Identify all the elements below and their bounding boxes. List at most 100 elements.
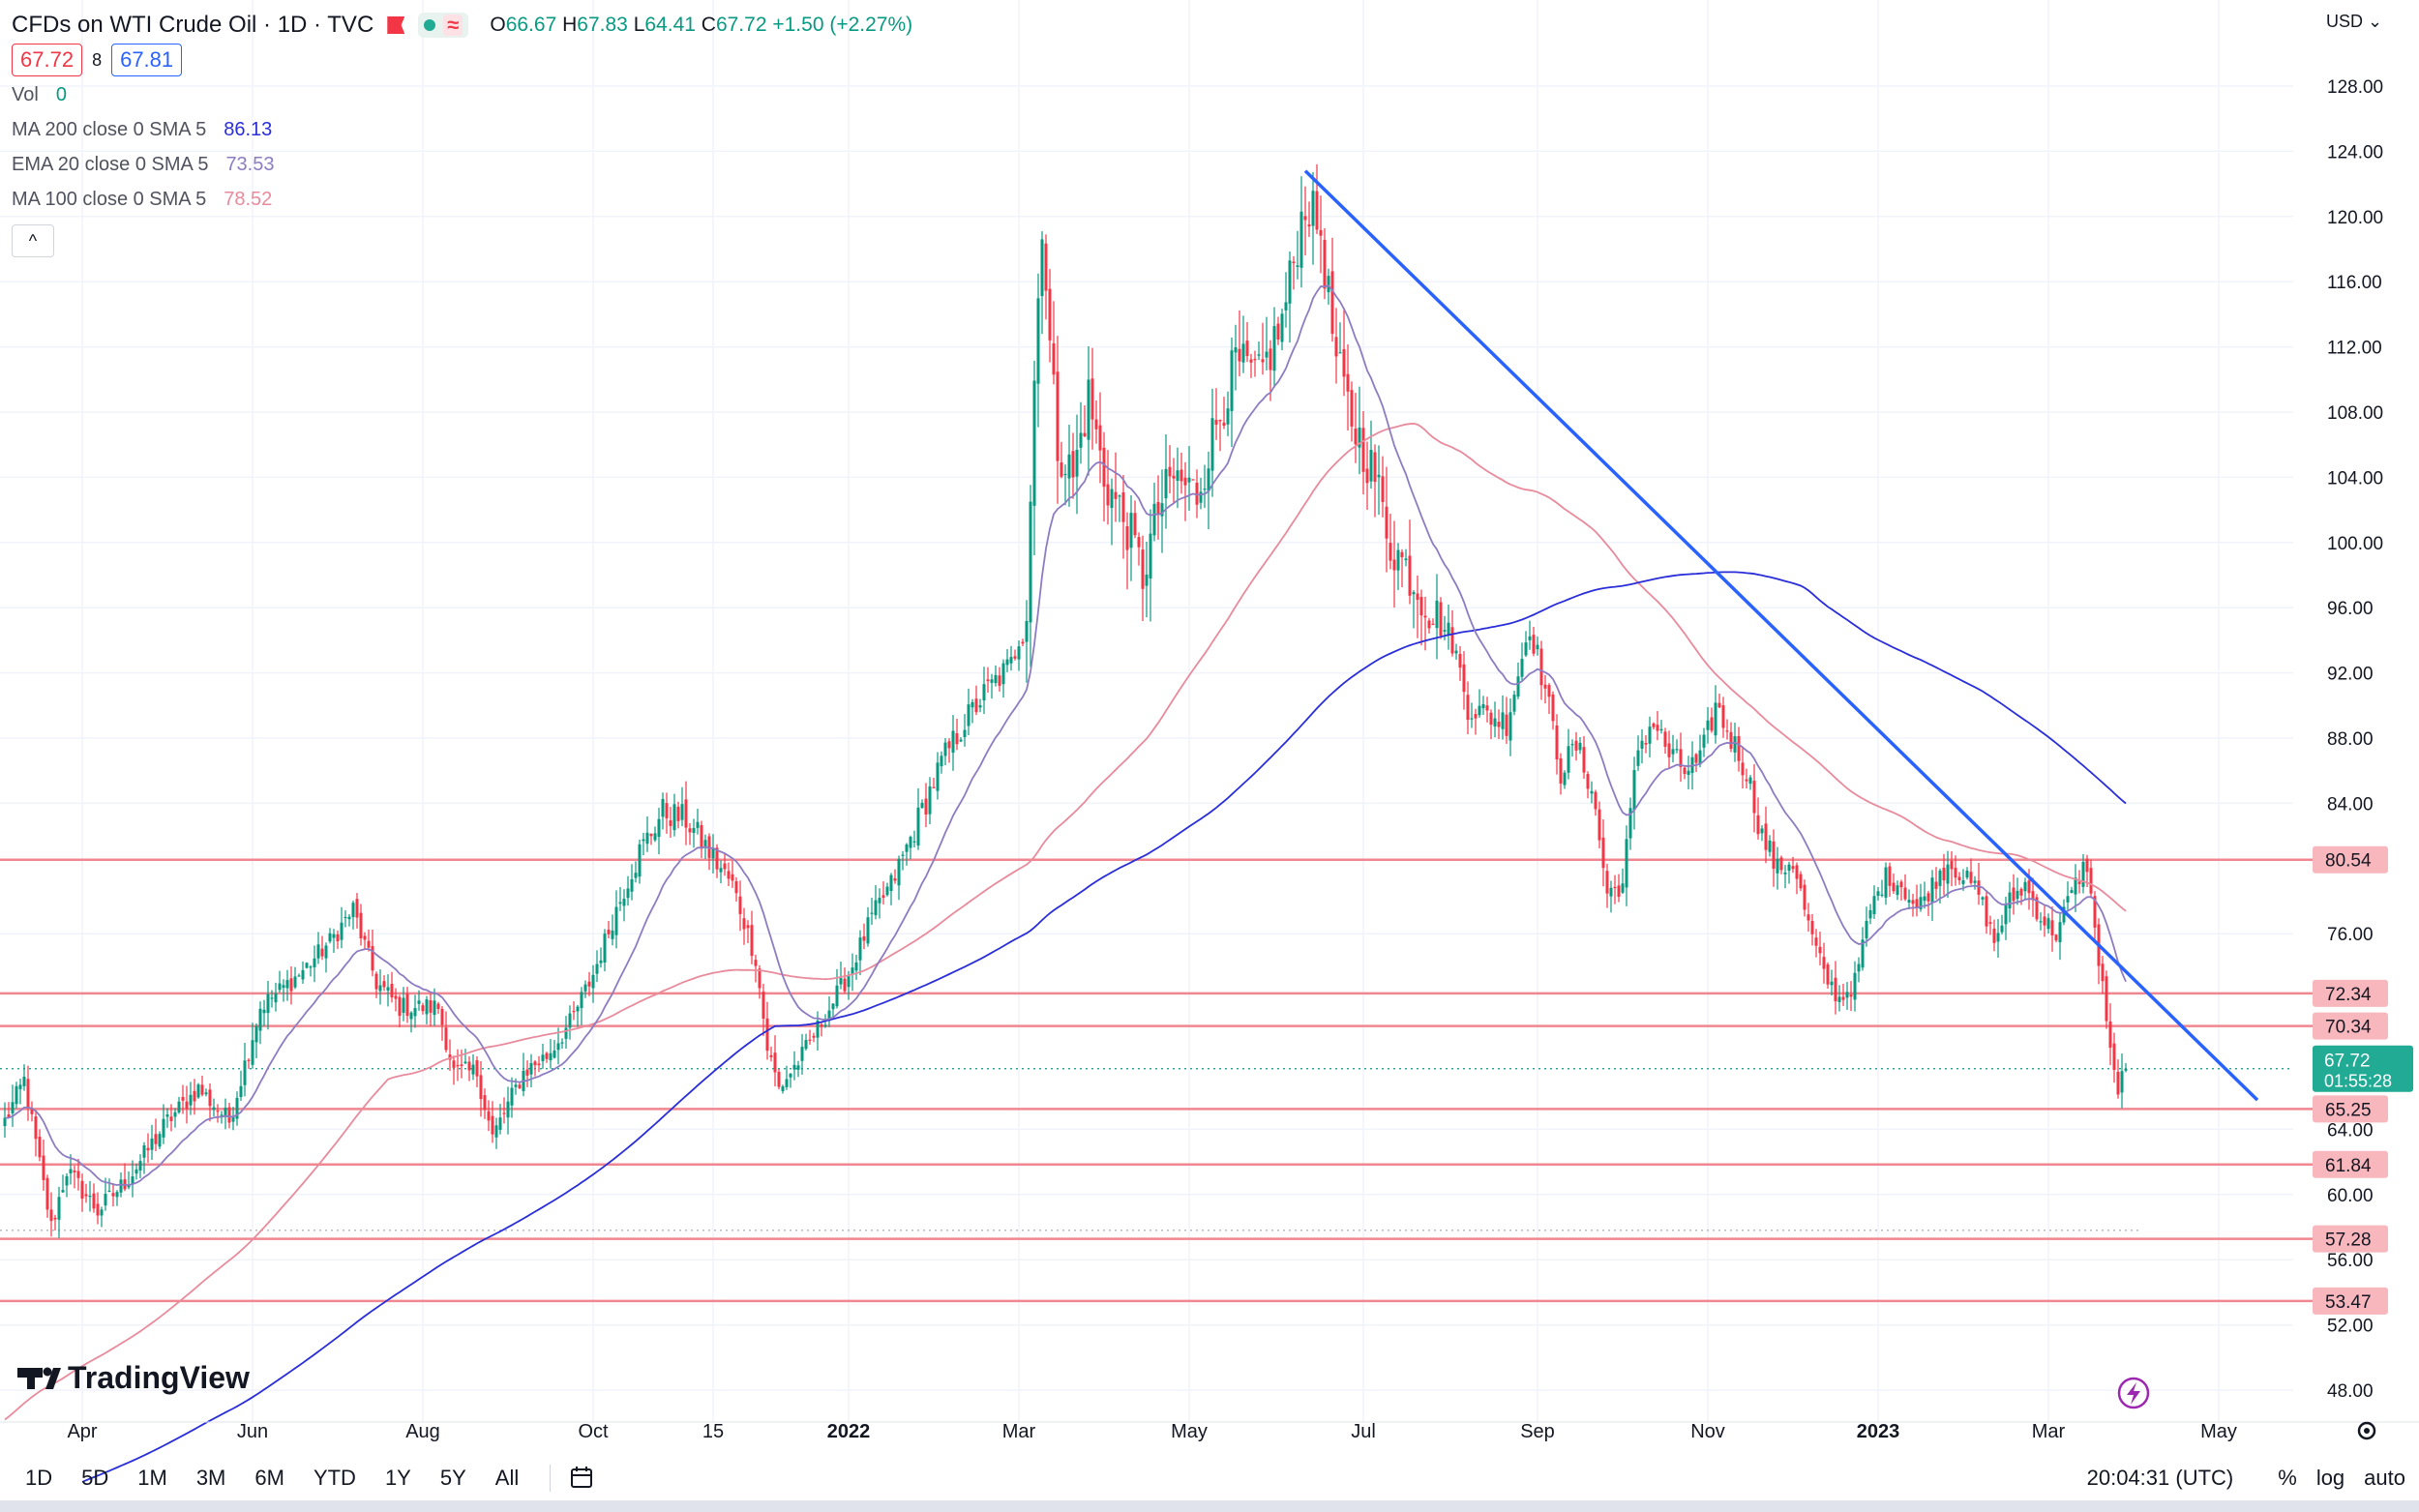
candle-body <box>1915 899 1919 908</box>
candle-body <box>1036 298 1040 384</box>
time-tick-label: Oct <box>578 1421 609 1442</box>
time-tick-label: Apr <box>67 1421 97 1442</box>
candle-body <box>1214 419 1218 425</box>
timeframe-button[interactable]: 5D <box>81 1466 109 1490</box>
candle-body <box>785 1079 789 1087</box>
buy-price-box[interactable]: 67.81 <box>111 44 183 76</box>
timeframe-button[interactable]: 1Y <box>384 1466 411 1490</box>
calendar-range-icon[interactable] <box>568 1464 597 1493</box>
candle-body <box>1470 718 1474 720</box>
candle-body <box>1516 676 1520 697</box>
candle-body <box>839 977 843 985</box>
candle-body <box>1327 276 1330 293</box>
candle-body <box>1288 260 1292 304</box>
percent-scale-toggle[interactable]: % <box>2278 1466 2297 1490</box>
auto-scale-toggle[interactable]: auto <box>2364 1466 2405 1490</box>
candle-body <box>568 1013 572 1028</box>
candle-body <box>1822 957 1826 969</box>
candle-body <box>703 840 707 846</box>
indicator-legend-row[interactable]: Vol 0 <box>12 77 912 112</box>
candle-body <box>1679 749 1683 767</box>
candle-body <box>2085 858 2089 873</box>
candle-body <box>324 945 328 959</box>
candle-body <box>1075 449 1079 477</box>
candle-body <box>2108 1021 2112 1049</box>
price-tick-label: 48.00 <box>2327 1381 2374 1402</box>
level-badge[interactable] <box>2313 1150 2388 1178</box>
indicator-legend-row[interactable]: EMA 20 close 0 SMA 5 73.53 <box>12 147 912 182</box>
candle-body <box>614 906 618 935</box>
indicator-label: MA 100 close 0 SMA 5 <box>12 189 207 210</box>
candle-body <box>119 1179 123 1193</box>
candle-body <box>1957 876 1961 880</box>
candle-body <box>974 698 978 713</box>
candle-body <box>2012 887 2016 902</box>
timeframe-button[interactable]: YTD <box>313 1466 356 1490</box>
candle-body <box>1687 770 1690 776</box>
candle-body <box>916 807 920 846</box>
candle-body <box>700 825 703 849</box>
status-pill[interactable]: ≈ <box>418 13 469 38</box>
candle-body <box>2054 934 2058 941</box>
indicator-legend-row[interactable]: MA 100 close 0 SMA 5 78.52 <box>12 182 912 217</box>
candle-body <box>823 1024 827 1027</box>
settings-gear-icon[interactable] <box>2357 1421 2376 1440</box>
level-badge[interactable] <box>2313 1287 2388 1315</box>
candle-body <box>1756 815 1760 835</box>
timeframe-button[interactable]: 5Y <box>439 1466 466 1490</box>
sell-price-box[interactable]: 67.72 <box>12 44 83 76</box>
candle-body <box>1760 828 1764 834</box>
candle-body <box>1040 239 1044 296</box>
candle-body <box>502 1112 506 1114</box>
candle-body <box>1714 702 1717 736</box>
candle-body <box>1478 705 1481 716</box>
candle-body <box>878 898 881 904</box>
level-badge[interactable] <box>2313 845 2388 874</box>
price-tick-label: 92.00 <box>2327 665 2374 685</box>
candle-body <box>421 1005 425 1012</box>
candle-body <box>653 833 657 841</box>
candle-body <box>254 1025 258 1043</box>
candle-body <box>1837 996 1841 1002</box>
candle-body <box>1462 664 1466 693</box>
candle-body <box>1698 750 1702 765</box>
collapse-legend-button[interactable]: ^ <box>12 224 54 257</box>
indicator-legend-row[interactable]: MA 200 close 0 SMA 5 86.13 <box>12 112 912 147</box>
timeframe-button[interactable]: 1D <box>25 1466 53 1490</box>
time-axis[interactable]: Apr Jun Aug Oct 15 2022 Mar May Jul Sep Nov 2023 Mar… <box>0 1421 2419 1442</box>
flag-icon[interactable] <box>387 16 405 34</box>
level-badge[interactable] <box>2313 979 2388 1007</box>
currency-label[interactable]: USD ⌄ <box>2326 12 2382 31</box>
log-scale-toggle[interactable]: log <box>2315 1466 2345 1490</box>
candle-body <box>1005 659 1009 666</box>
timeframe-button[interactable]: 3M <box>195 1466 226 1490</box>
candle-body <box>1528 636 1532 640</box>
lightning-icon[interactable] <box>2117 1377 2150 1409</box>
candle-body <box>227 1107 231 1123</box>
candle-body <box>386 987 390 991</box>
candle-body <box>1083 432 1087 436</box>
candle-body <box>1861 939 1865 968</box>
symbol-title[interactable]: CFDs on WTI Crude Oil · 1D · TVC <box>12 12 374 38</box>
candle-body <box>262 1009 266 1014</box>
timeframe-button[interactable]: All <box>494 1466 520 1490</box>
candle-body <box>1191 479 1195 481</box>
candle-body <box>2124 1068 2128 1071</box>
utc-clock[interactable]: 20:04:31 (UTC) <box>2086 1466 2234 1490</box>
candle-body <box>278 983 282 991</box>
price-axis[interactable]: USD ⌄ 48.00 52.00 56.00 60.00 64.00 76.00 84.00… <box>2313 12 2413 1402</box>
candle-body <box>765 1018 769 1052</box>
timeframe-button[interactable]: 6M <box>254 1466 284 1490</box>
candle-body <box>347 916 351 920</box>
candle-body <box>1013 656 1017 659</box>
level-badge[interactable] <box>2313 1095 2388 1123</box>
last-price-badge[interactable] <box>2313 1045 2413 1092</box>
candle-body <box>1458 654 1462 668</box>
level-badge[interactable] <box>2313 1225 2388 1253</box>
timeframe-button[interactable]: 1M <box>137 1466 167 1490</box>
candle-body <box>483 1095 487 1111</box>
trendline[interactable] <box>1303 169 2259 1102</box>
candle-body <box>1311 191 1315 226</box>
level-badge[interactable] <box>2313 1012 2388 1040</box>
